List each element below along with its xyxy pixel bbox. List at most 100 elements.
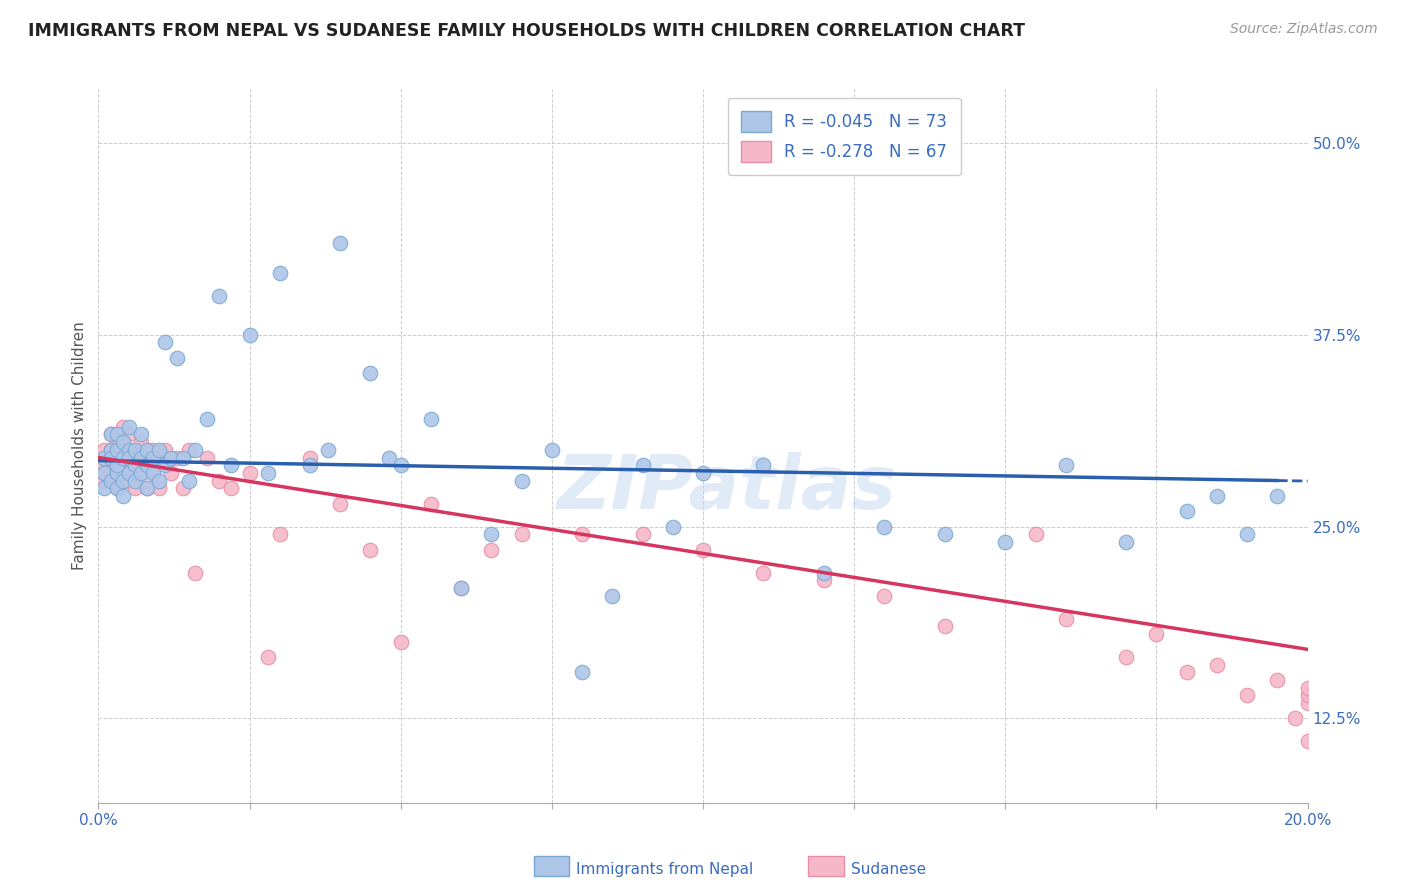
Point [135, 481, 157, 495]
Point [256, 466, 278, 480]
Point [93, 442, 115, 457]
Point [419, 497, 441, 511]
Point [316, 442, 339, 457]
Text: IMMIGRANTS FROM NEPAL VS SUDANESE FAMILY HOUSEHOLDS WITH CHILDREN CORRELATION CH: IMMIGRANTS FROM NEPAL VS SUDANESE FAMILY… [28, 22, 1025, 40]
Point [148, 450, 170, 465]
Point [118, 450, 141, 465]
Point [631, 458, 654, 473]
Point [377, 450, 399, 465]
Point [571, 527, 593, 541]
Point [1206, 657, 1229, 672]
Point [105, 442, 128, 457]
Point [208, 289, 231, 303]
Point [813, 566, 835, 580]
Point [153, 335, 176, 350]
Point [1265, 489, 1288, 503]
Point [329, 497, 352, 511]
Point [118, 419, 141, 434]
Point [510, 474, 533, 488]
Point [124, 481, 146, 495]
Point [93, 450, 115, 465]
Point [813, 574, 835, 588]
Point [994, 535, 1017, 549]
Point [934, 527, 956, 541]
Point [450, 581, 472, 595]
Point [221, 481, 243, 495]
Point [100, 442, 122, 457]
Point [661, 519, 683, 533]
Point [389, 634, 412, 648]
Point [100, 427, 122, 442]
Point [1024, 527, 1046, 541]
Point [100, 450, 122, 465]
Point [450, 581, 472, 595]
Point [510, 527, 533, 541]
Point [100, 466, 122, 480]
Point [153, 442, 176, 457]
Point [1236, 689, 1258, 703]
Point [389, 458, 412, 473]
Point [1236, 527, 1258, 541]
Point [239, 466, 262, 480]
Point [177, 474, 201, 488]
Text: Immigrants from Nepal: Immigrants from Nepal [576, 863, 754, 877]
Point [111, 450, 134, 465]
Point [129, 427, 152, 442]
Point [481, 527, 503, 541]
Point [105, 481, 128, 495]
Point [124, 474, 146, 488]
Point [100, 427, 122, 442]
Point [540, 442, 562, 457]
Text: Source: ZipAtlas.com: Source: ZipAtlas.com [1230, 22, 1378, 37]
Point [111, 474, 134, 488]
Point [752, 566, 775, 580]
Point [299, 458, 322, 473]
Point [111, 489, 134, 503]
Point [1296, 689, 1319, 703]
Point [184, 442, 207, 457]
Point [177, 442, 201, 457]
Point [631, 527, 654, 541]
Point [142, 466, 165, 480]
Point [93, 474, 115, 488]
Point [129, 450, 152, 465]
Point [360, 366, 382, 380]
Point [105, 435, 128, 450]
Point [105, 474, 128, 488]
Point [752, 458, 775, 473]
Point [1296, 681, 1319, 695]
Point [142, 450, 165, 465]
Point [124, 442, 146, 457]
Point [1054, 612, 1077, 626]
Y-axis label: Family Households with Children: Family Households with Children [72, 322, 87, 570]
Point [873, 589, 896, 603]
Point [148, 474, 170, 488]
Point [118, 427, 141, 442]
Point [1144, 627, 1167, 641]
Point [166, 450, 188, 465]
Point [135, 450, 157, 465]
Point [299, 450, 322, 465]
Point [93, 458, 115, 473]
Point [239, 327, 262, 342]
Point [269, 527, 291, 541]
Point [602, 589, 624, 603]
Point [692, 466, 714, 480]
Point [105, 481, 128, 495]
Point [1265, 673, 1288, 687]
Point [1296, 734, 1319, 748]
Point [1115, 535, 1137, 549]
Point [256, 650, 278, 665]
Point [1284, 711, 1306, 725]
Point [100, 450, 122, 465]
Point [184, 566, 207, 580]
Point [172, 450, 194, 465]
Point [419, 412, 441, 426]
Text: ZIPatlas: ZIPatlas [557, 452, 897, 525]
Point [329, 235, 352, 250]
Point [142, 442, 165, 457]
Point [118, 466, 141, 480]
Point [934, 619, 956, 633]
Point [172, 481, 194, 495]
Point [105, 458, 128, 473]
